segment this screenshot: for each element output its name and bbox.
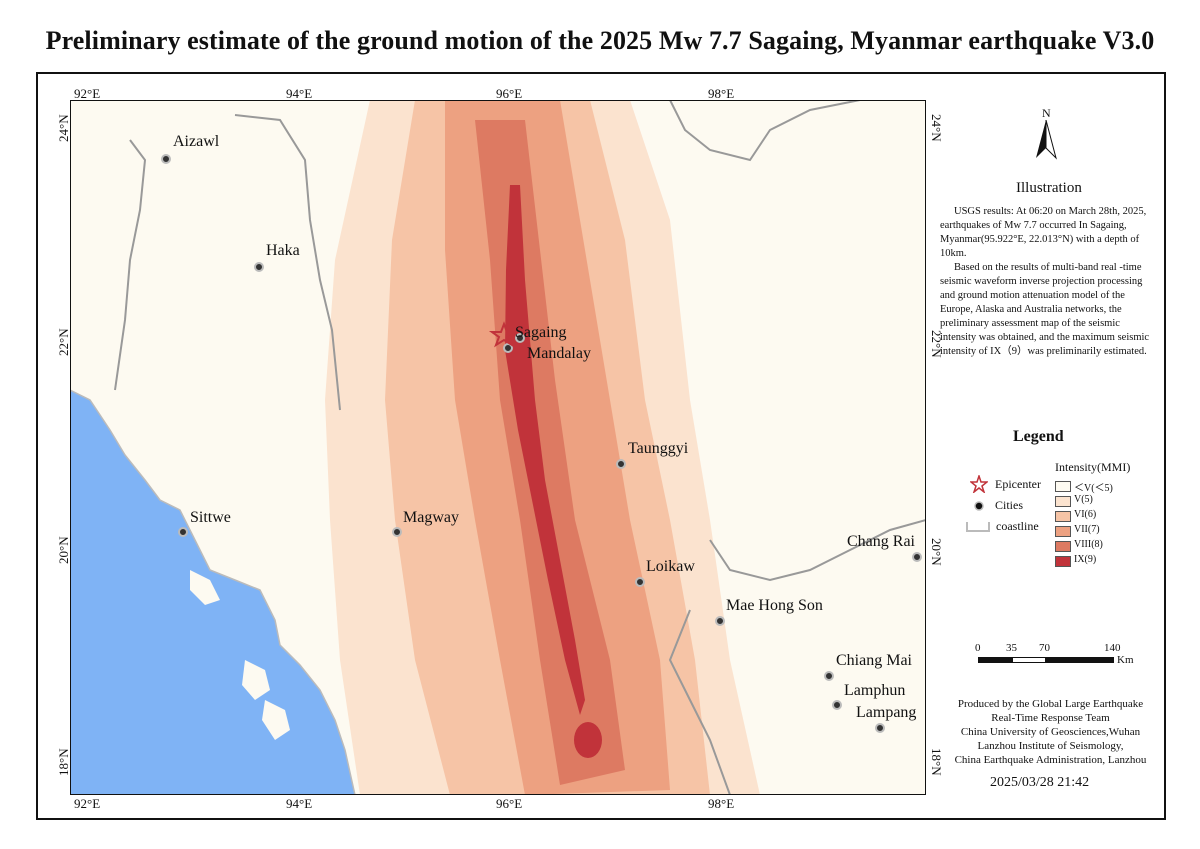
credits-line-1: Produced by the Global Large Earthquake: [957, 698, 1144, 710]
tick-bottom-94e: 94°E: [286, 796, 313, 811]
tick-left-20n: 20°N: [56, 536, 71, 564]
credits: Produced by the Global Large Earthquake …: [938, 697, 1163, 767]
illustration-paragraph-1: USGS results: At 06:20 on March 28th, 20…: [940, 206, 1147, 259]
city-label-mae-hong-son: Mae Hong Son: [726, 597, 823, 614]
swatch-vii: [1055, 526, 1071, 537]
legend-coastline-label: coastline: [996, 519, 1039, 533]
tick-bottom-98e: 98°E: [708, 796, 735, 811]
map-canvas: [70, 100, 926, 795]
legend-level-0: ＜V(＜5): [1074, 483, 1113, 494]
map-title: Preliminary estimate of the ground motio…: [45, 26, 1155, 55]
city-marker-lamphun: [832, 700, 842, 710]
city-marker-magway: [392, 527, 402, 537]
swatch-less-than-v: [1055, 481, 1071, 492]
tick-top-98e: 98°E: [708, 86, 735, 101]
legend-level-3: VII(7): [1074, 524, 1100, 535]
legend-intensity-title: Intensity(MMI): [1055, 460, 1131, 474]
credits-line-5: China Earthquake Administration, Lanzhou: [954, 754, 1147, 766]
city-markers: [161, 154, 922, 733]
coastline-icon: [966, 522, 990, 532]
city-label-magway: Magway: [403, 509, 459, 526]
legend-title: Legend: [1013, 428, 1064, 445]
city-label-taunggyi: Taunggyi: [628, 440, 689, 457]
city-label-sagaing: Sagaing: [515, 324, 567, 341]
city-marker-lampang: [875, 723, 885, 733]
north-arrow-icon: N: [1033, 106, 1063, 160]
city-label-loikaw: Loikaw: [646, 558, 695, 575]
intensity-zone-ix: [505, 185, 585, 715]
north-label: N: [1042, 106, 1051, 120]
swatch-ix: [1055, 556, 1071, 567]
city-marker-aizawl: [161, 154, 171, 164]
timestamp: 2025/03/28 21:42: [990, 775, 1090, 790]
swatch-v: [1055, 496, 1071, 507]
tick-right-24n: 24°N: [929, 114, 944, 142]
scale-tick-35: 35: [1006, 642, 1017, 654]
city-label-lamphun: Lamphun: [844, 682, 906, 699]
city-marker-mae-hong-son: [715, 616, 725, 626]
city-marker-taunggyi: [616, 459, 626, 469]
city-label-mandalay: Mandalay: [527, 345, 591, 362]
tick-left-22n: 22°N: [56, 328, 71, 356]
illustration-text: USGS results: At 06:20 on March 28th, 20…: [940, 205, 1155, 359]
scale-tick-70: 70: [1039, 642, 1050, 654]
intensity-map: [70, 100, 926, 795]
legend-level-4: VIII(8): [1074, 539, 1103, 550]
illustration-paragraph-2: Based on the results of multi-band real …: [940, 262, 1150, 357]
epicenter-star: [488, 321, 520, 348]
city-marker-sagaing: [515, 333, 525, 343]
scale-tick-140: 140: [1104, 642, 1121, 654]
legend-epicenter-label: Epicenter: [995, 477, 1041, 491]
city-label-sittwe: Sittwe: [190, 509, 231, 526]
city-label-lampang: Lampang: [856, 704, 917, 721]
tick-top-96e: 96°E: [496, 86, 523, 101]
scale-unit: Km: [1117, 654, 1134, 666]
city-marker-loikaw: [635, 577, 645, 587]
tick-bottom-96e: 96°E: [496, 796, 523, 811]
north-arrow-shape: [1036, 120, 1057, 160]
credits-line-3: China University of Geosciences,Wuhan: [960, 726, 1141, 738]
legend-level-1: V(5): [1074, 494, 1093, 505]
city-label-haka: Haka: [266, 242, 300, 259]
tick-top-92e: 92°E: [74, 86, 101, 101]
city-icon: [974, 501, 984, 511]
city-marker-chang-rai: [912, 552, 922, 562]
coastline: [70, 389, 356, 795]
city-label-chiang-mai: Chiang Mai: [836, 652, 912, 669]
swatch-vi: [1055, 511, 1071, 522]
city-marker-chiang-mai: [824, 671, 834, 681]
city-marker-mandalay: [503, 343, 513, 353]
credits-line-2: Real-Time Response Team: [991, 712, 1110, 724]
country-borders: [114, 100, 926, 795]
city-label-chang-rai: Chang Rai: [847, 533, 915, 550]
legend-level-2: VI(6): [1074, 509, 1097, 520]
credits-line-4: Lanzhou Institute of Seismology,: [977, 740, 1124, 752]
map-frame: [36, 72, 1166, 820]
tick-left-24n: 24°N: [56, 114, 71, 142]
illustration-title: Illustration: [1016, 180, 1082, 196]
tick-left-18n: 18°N: [56, 748, 71, 776]
tick-bottom-92e: 92°E: [74, 796, 101, 811]
city-marker-haka: [254, 262, 264, 272]
tick-right-20n: 20°N: [929, 538, 944, 566]
city-label-aizawl: Aizawl: [173, 133, 220, 150]
legend-cities-label: Cities: [995, 498, 1024, 512]
legend-level-5: IX(9): [1074, 554, 1097, 565]
city-marker-sittwe: [178, 527, 188, 537]
tick-top-94e: 94°E: [286, 86, 313, 101]
swatch-viii: [1055, 541, 1071, 552]
scale-tick-0: 0: [975, 642, 981, 654]
epicenter-icon: [970, 475, 988, 493]
